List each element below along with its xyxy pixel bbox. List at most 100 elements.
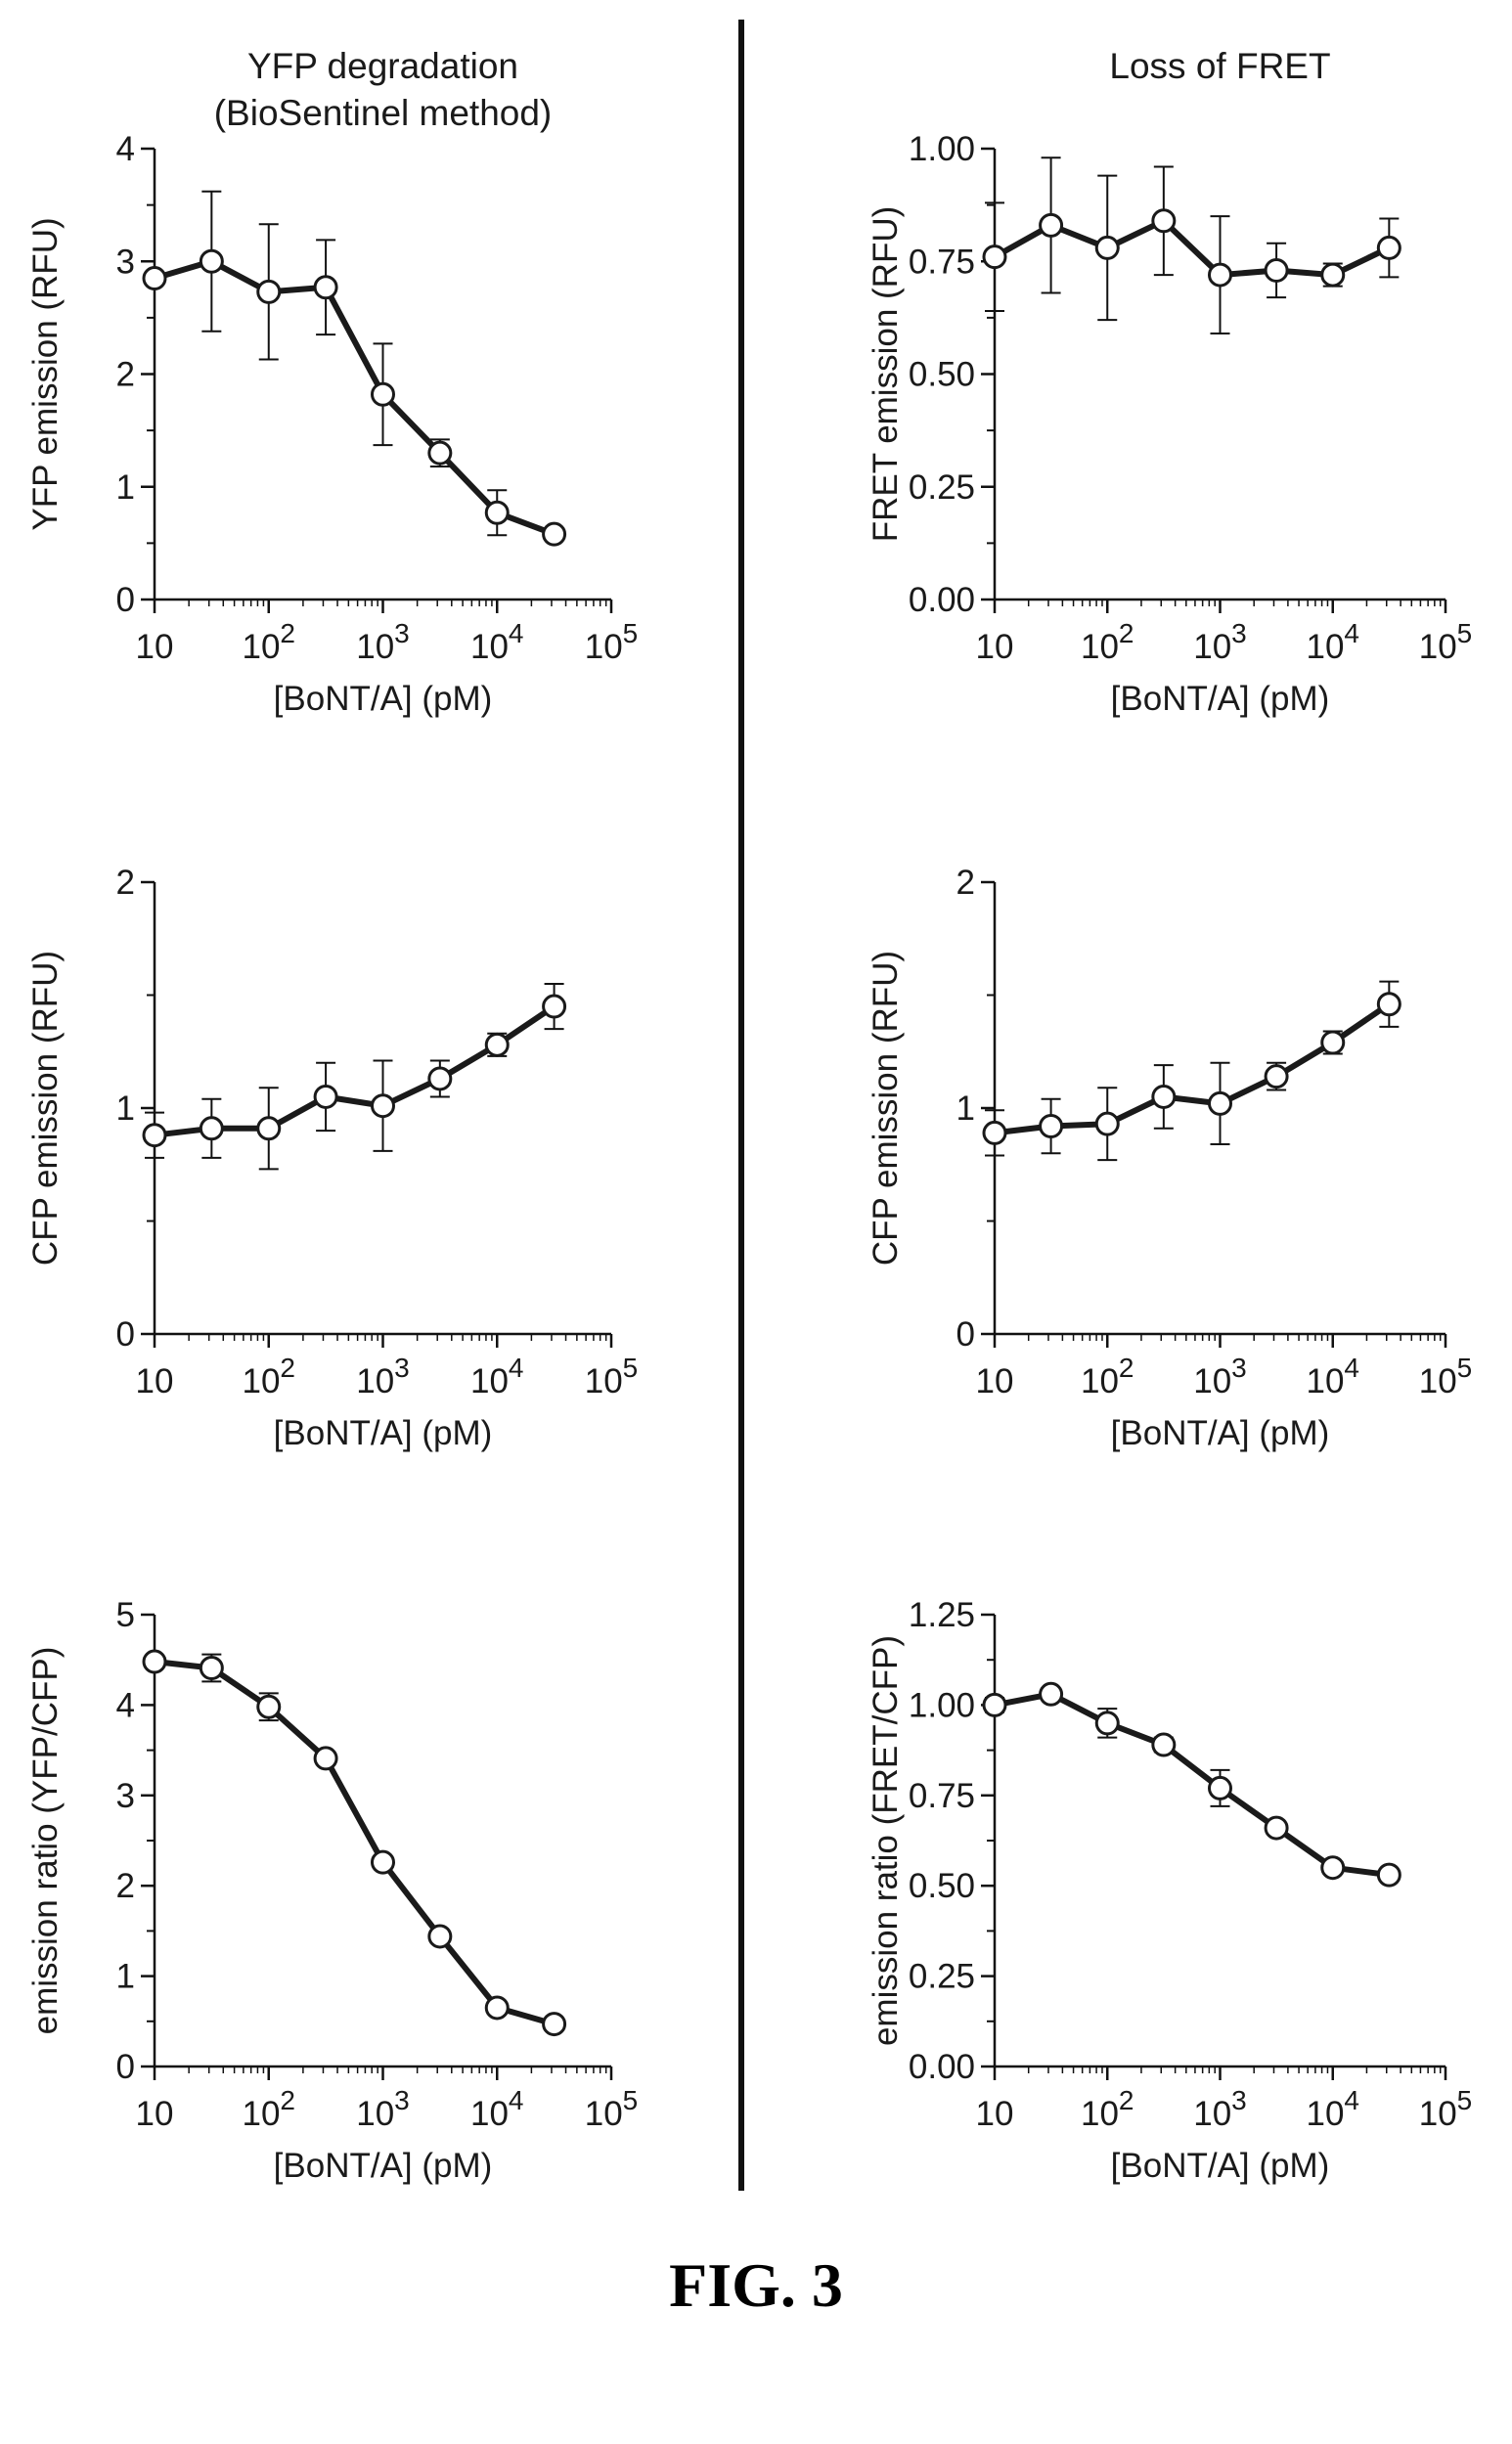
- data-point: [256, 279, 282, 304]
- y-tick-label: 2: [116, 1867, 135, 1905]
- data-point: [1094, 1711, 1120, 1736]
- x-tick-label: 104: [470, 1353, 524, 1400]
- x-axis-label: [BoNT/A] (pM): [274, 1414, 493, 1452]
- data-point: [1264, 1064, 1289, 1089]
- data-point: [982, 1692, 1007, 1717]
- y-tick-label: 0: [116, 1315, 135, 1354]
- x-tick-label: 105: [585, 618, 639, 666]
- x-tick-label: 104: [1306, 618, 1359, 666]
- data-point: [542, 521, 567, 547]
- data-point: [1039, 212, 1064, 238]
- data-point: [427, 440, 453, 466]
- chart-panel: YFP degradation (BioSentinel method) 0 1 2 3 4…: [26, 46, 638, 718]
- data-point: [1039, 1113, 1064, 1138]
- data-point: [1264, 1815, 1289, 1841]
- y-axis-label: FRET emission (RFU): [867, 206, 905, 543]
- x-tick-label: 103: [356, 618, 410, 666]
- y-tick-label: 2: [956, 864, 975, 902]
- chart-title: YFP degradation: [247, 46, 518, 86]
- data-point: [1208, 1775, 1232, 1800]
- series-line: [994, 1691, 1390, 1879]
- x-tick-label: 103: [356, 1353, 410, 1400]
- x-tick-label: 105: [585, 1353, 639, 1400]
- x-tick-label: 10: [136, 2095, 174, 2133]
- y-tick-label: 0.75: [909, 243, 975, 281]
- x-tick-label: 105: [1419, 1353, 1473, 1400]
- data-point: [1094, 235, 1120, 260]
- y-tick-label: 0.25: [909, 1958, 975, 1996]
- y-tick-label: 4: [116, 1686, 135, 1724]
- x-tick-label: 102: [1081, 618, 1134, 666]
- x-axis-label: [BoNT/A] (pM): [1111, 680, 1330, 718]
- x-tick-label: 105: [585, 2085, 639, 2133]
- data-point: [199, 1116, 224, 1141]
- y-tick-label: 0: [116, 581, 135, 619]
- x-axis-label: [BoNT/A] (pM): [274, 2147, 493, 2185]
- data-point: [1151, 1084, 1177, 1109]
- y-axis-label: CFP emission (RFU): [867, 951, 905, 1266]
- data-point: [484, 500, 510, 525]
- y-tick-label: 3: [116, 243, 135, 281]
- y-tick-label: 1: [956, 1089, 975, 1128]
- data-point: [1208, 1090, 1232, 1116]
- data-point: [199, 1656, 224, 1681]
- chart-panel: 0.00 0.25 0.50 0.75 1.00 1.25 10 102 103 104 105 [B…: [867, 1596, 1472, 2185]
- y-tick-label: 1.00: [909, 1686, 975, 1724]
- y-tick-label: 0.00: [909, 2048, 975, 2086]
- data-point: [1151, 1732, 1177, 1757]
- x-tick-label: 102: [1081, 1353, 1134, 1400]
- x-tick-label: 103: [1193, 2085, 1247, 2133]
- x-tick-label: 102: [242, 618, 295, 666]
- y-tick-label: 4: [116, 130, 135, 168]
- y-tick-label: 1: [116, 1958, 135, 1996]
- data-point: [371, 1849, 395, 1875]
- chart-subtitle: (BioSentinel method): [214, 93, 553, 133]
- y-tick-label: 3: [116, 1777, 135, 1815]
- x-axis-label: [BoNT/A] (pM): [274, 680, 493, 718]
- y-tick-label: 0.75: [909, 1777, 975, 1815]
- x-axis-label: [BoNT/A] (pM): [1111, 1414, 1330, 1452]
- x-tick-label: 10: [136, 1362, 174, 1400]
- x-tick-label: 105: [1419, 618, 1473, 666]
- chart-panel: 0 1 2 10 102 103 104 105 [BoNT/A] (pM) CFP emissi…: [26, 864, 638, 1452]
- y-tick-label: 2: [116, 356, 135, 394]
- series-line: [154, 1659, 556, 2027]
- data-point: [484, 1995, 510, 2021]
- y-tick-label: 1.00: [909, 130, 975, 168]
- data-point: [1208, 262, 1232, 288]
- data-point: [1320, 262, 1346, 288]
- data-point: [1376, 235, 1401, 260]
- x-tick-label: 103: [1193, 618, 1247, 666]
- data-point: [256, 1694, 282, 1719]
- y-tick-label: 1: [116, 1089, 135, 1128]
- y-axis-label: YFP emission (RFU): [26, 217, 65, 530]
- x-tick-label: 103: [1193, 1353, 1247, 1400]
- data-point: [142, 1649, 167, 1674]
- data-point: [371, 1093, 395, 1119]
- chart-panel: 0 1 2 3 4 5 10 102 103 104 105 [BoNT/A] (pM) emissio…: [26, 1596, 638, 2185]
- chart-panel: 0 1 2 10 102 103 104 105 [BoNT/A] (pM) CFP emissi…: [867, 864, 1472, 1452]
- y-tick-label: 0.00: [909, 581, 975, 619]
- x-tick-label: 104: [1306, 1353, 1359, 1400]
- chart-title: Loss of FRET: [1109, 46, 1330, 86]
- y-tick-label: 0.50: [909, 356, 975, 394]
- x-tick-label: 102: [242, 2085, 295, 2133]
- x-tick-label: 10: [136, 628, 174, 666]
- data-point: [371, 381, 395, 407]
- data-point: [1320, 1855, 1346, 1881]
- data-point: [142, 1123, 167, 1148]
- x-tick-label: 105: [1419, 2085, 1473, 2133]
- figure-caption: FIG. 3: [669, 2250, 843, 2320]
- data-point: [542, 2012, 567, 2037]
- data-point: [1039, 1681, 1064, 1707]
- x-tick-label: 104: [470, 618, 524, 666]
- data-point: [427, 1924, 453, 1949]
- y-tick-label: 5: [116, 1596, 135, 1634]
- y-tick-label: 1.25: [909, 1596, 975, 1634]
- x-axis-label: [BoNT/A] (pM): [1111, 2147, 1330, 2185]
- data-point: [1376, 1862, 1401, 1888]
- data-point: [1264, 257, 1289, 283]
- x-tick-label: 104: [1306, 2085, 1359, 2133]
- data-point: [142, 266, 167, 291]
